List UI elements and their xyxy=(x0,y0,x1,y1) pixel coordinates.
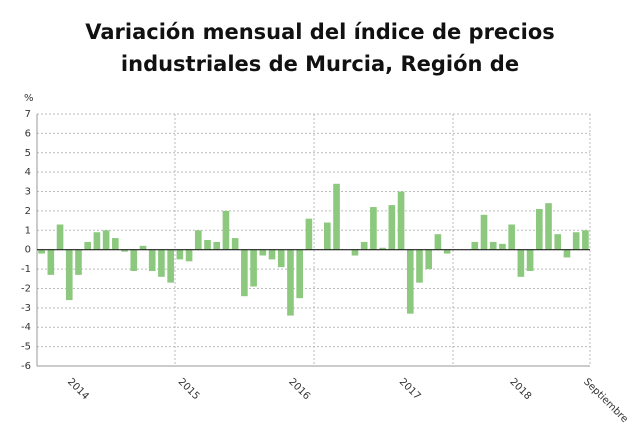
bar xyxy=(517,249,525,277)
y-tick-label: 4 xyxy=(25,167,31,178)
bar xyxy=(222,210,230,250)
bar xyxy=(139,245,147,250)
y-tick-label: -1 xyxy=(21,264,31,275)
bar xyxy=(563,249,571,258)
y-axis-label: % xyxy=(24,93,34,104)
bar xyxy=(582,230,589,250)
bar xyxy=(499,243,506,250)
bar xyxy=(112,238,119,250)
bar xyxy=(351,249,359,256)
y-tick-label: 0 xyxy=(25,245,31,256)
bar xyxy=(489,241,497,250)
bar xyxy=(572,232,580,250)
bar xyxy=(47,249,55,275)
bar xyxy=(379,247,386,250)
bar xyxy=(406,249,414,314)
bar xyxy=(259,249,267,256)
bar xyxy=(84,241,92,250)
bar xyxy=(158,249,165,277)
bar xyxy=(554,234,562,250)
bar xyxy=(277,249,285,268)
bar xyxy=(471,241,479,250)
bar xyxy=(65,249,73,301)
y-tick-label: 5 xyxy=(25,148,31,159)
bar xyxy=(416,249,423,283)
bar xyxy=(545,203,552,250)
x-tick-label: 2018 xyxy=(507,376,533,402)
bar xyxy=(250,249,257,287)
bar xyxy=(167,249,174,283)
bar xyxy=(102,230,110,250)
bar xyxy=(93,232,101,250)
bar xyxy=(204,240,211,250)
bar xyxy=(425,249,433,270)
y-tick-label: 7 xyxy=(25,109,31,120)
y-tick-label: -6 xyxy=(21,361,31,372)
bar xyxy=(268,249,276,260)
bar xyxy=(38,249,45,254)
bar xyxy=(508,224,515,250)
y-tick-label: 2 xyxy=(25,206,31,217)
bar xyxy=(480,214,488,250)
bar xyxy=(121,249,128,252)
bar xyxy=(75,249,82,275)
bar xyxy=(296,249,303,299)
bar xyxy=(185,249,193,262)
bar xyxy=(148,249,156,272)
bar xyxy=(397,191,405,250)
bar xyxy=(130,249,138,272)
bar xyxy=(333,183,340,250)
bar xyxy=(305,218,313,250)
y-tick-label: 1 xyxy=(25,225,31,236)
bar xyxy=(56,224,64,250)
x-tick-label: 2017 xyxy=(397,376,423,402)
y-tick-label: -3 xyxy=(21,303,31,314)
bar xyxy=(213,241,221,250)
y-tick-label: -2 xyxy=(21,283,31,294)
bar xyxy=(535,208,543,250)
bar xyxy=(241,249,248,297)
bar xyxy=(526,249,534,272)
bar xyxy=(176,249,184,260)
bar xyxy=(370,207,377,250)
bar xyxy=(443,249,451,254)
y-tick-label: 6 xyxy=(25,128,31,139)
y-tick-label: -5 xyxy=(21,342,31,353)
bar xyxy=(194,230,202,250)
bar xyxy=(287,249,294,316)
x-tick-label: Septiembre xyxy=(581,376,630,425)
bar xyxy=(360,241,368,250)
bar xyxy=(388,205,396,250)
y-tick-label: -4 xyxy=(21,322,31,333)
bar xyxy=(231,238,239,250)
y-tick-label: 3 xyxy=(25,187,31,198)
chart-title: Variación mensual del índice de precios … xyxy=(85,20,555,76)
bar xyxy=(434,234,442,250)
x-tick-label: 2014 xyxy=(65,376,91,402)
x-tick-label: 2016 xyxy=(286,376,312,402)
bar xyxy=(324,222,331,250)
x-tick-label: 2015 xyxy=(176,376,202,402)
